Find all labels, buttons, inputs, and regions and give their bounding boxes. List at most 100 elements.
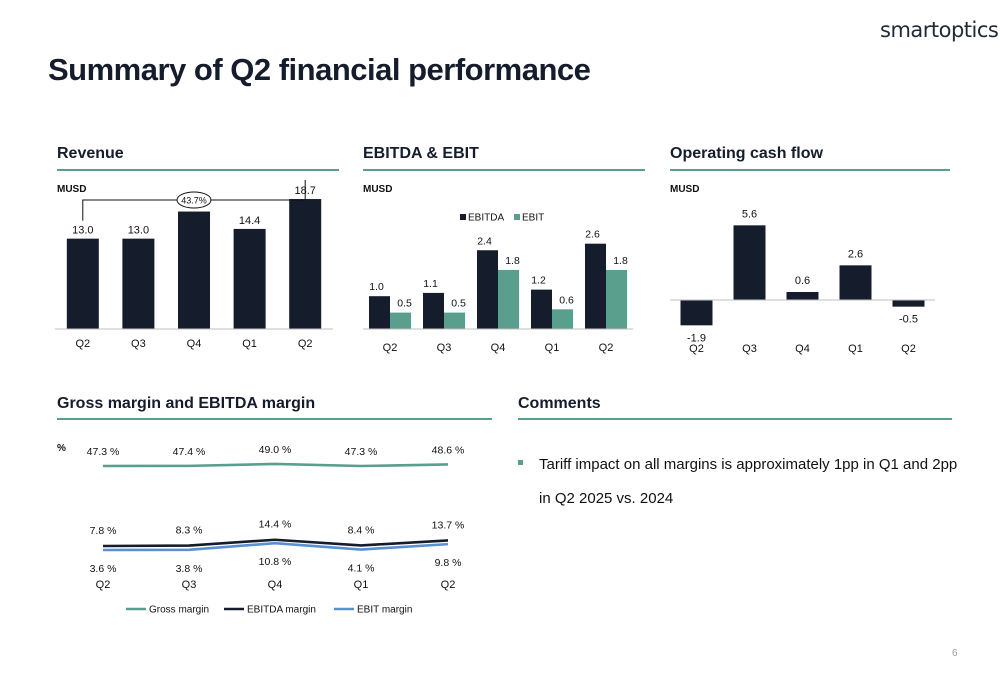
cashflow-tick-label: Q3 bbox=[742, 343, 757, 355]
cashflow-data-label: -0.5 bbox=[899, 314, 918, 326]
ebitda-ebit-bar-ebitda bbox=[477, 250, 498, 329]
legend-label-ebitda: EBITDA bbox=[468, 213, 504, 224]
revenue-tick-label: Q3 bbox=[131, 338, 146, 350]
cashflow-data-label: 0.6 bbox=[795, 275, 810, 287]
cashflow-section-title: Operating cash flow bbox=[670, 145, 823, 162]
margin-data-label: 8.3 % bbox=[176, 525, 203, 537]
ebitda-ebit-data-label: 0.5 bbox=[451, 298, 466, 310]
margin-data-label: 47.3 % bbox=[345, 446, 378, 458]
revenue-bar bbox=[289, 199, 322, 329]
margins-tick-label: Q1 bbox=[354, 579, 369, 591]
margins-chart: 47.3 % 47.4 % 49.0 % 47.3 % 48.6 % 7.8 % 8.3 %… bbox=[87, 444, 465, 616]
cashflow-bar bbox=[839, 265, 872, 300]
legend-label-ebit: EBIT bbox=[522, 213, 544, 224]
revenue-data-label: 14.4 bbox=[239, 215, 260, 227]
margin-data-label: 13.7 % bbox=[432, 519, 465, 531]
margins-tick-label: Q2 bbox=[96, 579, 111, 591]
legend-label-ebitda-margin: EBITDA margin bbox=[247, 605, 316, 616]
revenue-growth-annotation: 43.7% bbox=[181, 196, 207, 206]
cashflow-divider bbox=[670, 169, 950, 171]
cashflow-bar bbox=[892, 300, 925, 307]
revenue-bar bbox=[122, 238, 155, 329]
ebitda-ebit-bar-ebit bbox=[552, 309, 573, 329]
margins-unit-label: % bbox=[57, 443, 66, 454]
page-title: Summary of Q2 financial performance bbox=[48, 52, 591, 87]
margin-data-label: 14.4 % bbox=[259, 519, 292, 531]
ebitda-ebit-tick-label: Q2 bbox=[383, 342, 398, 354]
revenue-tick-label: Q4 bbox=[187, 338, 202, 350]
margin-data-label: 4.1 % bbox=[348, 563, 375, 575]
ebitda-ebit-tick-label: Q1 bbox=[545, 342, 560, 354]
ebitda-ebit-data-label: 2.4 bbox=[477, 235, 492, 247]
bullet-icon bbox=[518, 460, 523, 465]
ebitda-ebit-data-label: 1.2 bbox=[531, 275, 546, 287]
revenue-data-label: 13.0 bbox=[128, 225, 149, 237]
cashflow-tick-label: Q1 bbox=[848, 343, 863, 355]
margins-section-title: Gross margin and EBITDA margin bbox=[57, 395, 316, 412]
ebitda-unit-label: MUSD bbox=[363, 184, 393, 195]
ebitda-ebit-data-label: 0.5 bbox=[397, 298, 412, 310]
margins-tick-label: Q3 bbox=[182, 579, 197, 591]
revenue-bar bbox=[178, 211, 210, 329]
margin-data-label: 9.8 % bbox=[435, 557, 462, 569]
smartoptics-logo: smartoptics bbox=[880, 18, 999, 42]
cashflow-tick-label: Q2 bbox=[901, 343, 916, 355]
cashflow-tick-label: Q2 bbox=[689, 343, 704, 355]
ebitda-ebit-bar-ebitda bbox=[585, 243, 606, 329]
legend-swatch-ebit bbox=[514, 214, 520, 220]
margin-data-label: 48.6 % bbox=[432, 444, 465, 456]
ebitda-section-title: EBITDA & EBIT bbox=[363, 145, 479, 162]
ebitda-ebit-data-label: 1.1 bbox=[423, 278, 438, 290]
ebitda-ebit-bar-ebit bbox=[498, 269, 519, 329]
ebitda-divider bbox=[363, 169, 645, 171]
cashflow-bar bbox=[680, 300, 713, 326]
margin-data-label: 47.4 % bbox=[173, 446, 206, 458]
revenue-growth-badge bbox=[176, 191, 212, 209]
revenue-section-title: Revenue bbox=[57, 145, 124, 162]
margins-tick-label: Q4 bbox=[268, 579, 283, 591]
cashflow-bar bbox=[733, 225, 766, 300]
revenue-tick-label: Q1 bbox=[242, 338, 257, 350]
revenue-bar bbox=[66, 238, 99, 329]
revenue-data-label: 13.0 bbox=[72, 225, 93, 237]
margins-divider bbox=[57, 418, 492, 420]
ebitda-ebit-tick-label: Q4 bbox=[491, 342, 506, 354]
legend-label-gross-margin: Gross margin bbox=[149, 605, 209, 616]
ebitda-ebit-bar-ebit bbox=[606, 269, 627, 329]
revenue-bar bbox=[233, 228, 266, 329]
legend-label-ebit-margin: EBIT margin bbox=[357, 605, 412, 616]
margin-data-label: 49.0 % bbox=[259, 444, 292, 456]
margin-data-label: 7.8 % bbox=[90, 525, 117, 537]
ebitda-ebit-data-label: 1.8 bbox=[613, 255, 628, 267]
ebitda-ebit-chart: 1.0 1.1 2.4 1.2 2.6 0.5 0.5 1.8 0.6 1.8 Q2 Q3 Q4 Q1 Q2… bbox=[363, 213, 633, 354]
comment-text: Tariff impact on all margins is approxim… bbox=[539, 456, 958, 507]
margins-tick-label: Q2 bbox=[441, 579, 456, 591]
legend-swatch-ebitda bbox=[460, 214, 466, 220]
ebitda-ebit-bar-ebit bbox=[390, 312, 411, 329]
cashflow-data-label: 5.6 bbox=[742, 208, 757, 220]
comments-section-title: Comments bbox=[518, 395, 601, 412]
line-gross-margin bbox=[102, 462, 449, 468]
ebitda-ebit-tick-label: Q2 bbox=[599, 342, 614, 354]
ebitda-ebit-data-label: 1.0 bbox=[369, 281, 384, 293]
ebitda-ebit-tick-label: Q3 bbox=[437, 342, 452, 354]
ebitda-ebit-data-label: 2.6 bbox=[585, 229, 600, 241]
margin-data-label: 3.8 % bbox=[176, 563, 203, 575]
revenue-tick-label: Q2 bbox=[75, 338, 90, 350]
margin-data-label: 10.8 % bbox=[259, 556, 292, 568]
ebitda-ebit-data-label: 1.8 bbox=[505, 255, 520, 267]
ebitda-ebit-bar-ebitda bbox=[423, 292, 444, 329]
ebitda-ebit-bar-ebit bbox=[444, 312, 465, 329]
ebitda-ebit-bar-ebitda bbox=[369, 296, 390, 329]
margin-data-label: 47.3 % bbox=[87, 446, 120, 458]
line-ebitda-margin bbox=[102, 538, 449, 548]
ebitda-ebit-data-label: 0.6 bbox=[559, 294, 574, 306]
page-number: 6 bbox=[952, 648, 958, 659]
comment-item: Tariff impact on all margins is approxim… bbox=[518, 448, 968, 516]
margin-data-label: 8.4 % bbox=[348, 524, 375, 536]
cashflow-tick-label: Q4 bbox=[795, 343, 810, 355]
line-ebit-margin bbox=[102, 541, 449, 552]
ebitda-ebit-bar-ebitda bbox=[531, 289, 552, 329]
